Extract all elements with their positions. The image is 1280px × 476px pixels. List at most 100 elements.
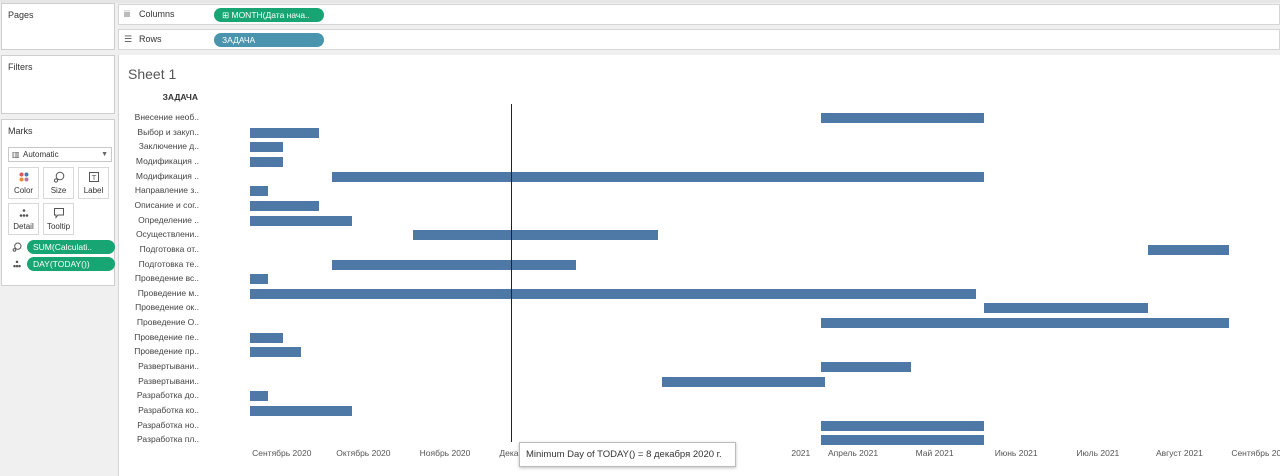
row-label: Проведение ок.. xyxy=(135,302,199,313)
row-label: Осуществлени.. xyxy=(135,229,199,240)
mark-type-icon: ▥ xyxy=(12,150,20,159)
sheet-title: Sheet 1 xyxy=(128,66,177,82)
gantt-bar[interactable] xyxy=(250,406,352,416)
columns-icon: iii xyxy=(124,9,130,19)
mark-type-dropdown[interactable]: ▥ Automatic ▼ xyxy=(8,147,112,162)
filters-title: Filters xyxy=(8,62,33,72)
row-label: Модификация .. xyxy=(135,170,199,181)
row-label: Проведение пр.. xyxy=(134,346,199,357)
x-tick-label: Сентябрь 2020 xyxy=(252,448,312,458)
x-tick-label: Июнь 2021 xyxy=(994,448,1038,458)
columns-label: Columns xyxy=(139,9,175,19)
x-tick-label: Август 2021 xyxy=(1155,448,1203,458)
row-label: Подготовка те.. xyxy=(138,258,199,269)
row-label: Модификация .. xyxy=(135,155,199,166)
gantt-bar[interactable] xyxy=(821,420,985,431)
gantt-bar[interactable] xyxy=(250,215,352,226)
marks-card: Marks ▥ Automatic ▼ Color Size T Label D… xyxy=(1,119,115,286)
pages-card[interactable]: Pages xyxy=(1,3,115,50)
gantt-bar[interactable] xyxy=(984,303,1148,314)
filters-card[interactable]: Filters xyxy=(1,55,115,114)
detail-icon xyxy=(12,259,22,271)
row-label: Внесение необ.. xyxy=(134,112,199,122)
tooltip-label: Tooltip xyxy=(46,222,71,231)
gantt-bar[interactable] xyxy=(250,347,301,358)
size-pill[interactable]: SUM(Calculati.. xyxy=(27,240,115,254)
top-strip xyxy=(0,0,1280,3)
row-label: Направление з.. xyxy=(134,185,199,196)
row-label: Определение .. xyxy=(138,214,199,225)
detail-pill[interactable]: DAY(TODAY()) xyxy=(27,257,115,271)
rows-label: Rows xyxy=(139,34,162,44)
row-header-title: ЗАДАЧА xyxy=(162,92,198,102)
row-label: Выбор и закуп.. xyxy=(137,126,199,137)
reference-line-tooltip: Minimum Day of TODAY() = 8 декабря 2020 … xyxy=(519,442,736,467)
gantt-bar[interactable] xyxy=(821,435,985,446)
label-button[interactable]: T Label xyxy=(78,167,109,199)
gantt-bar[interactable] xyxy=(821,362,911,373)
gantt-bar[interactable] xyxy=(250,274,268,285)
svg-text:T: T xyxy=(90,174,96,182)
x-tick-label: Май 2021 xyxy=(915,448,954,458)
left-panels: Pages Filters Marks ▥ Automatic ▼ Color … xyxy=(0,3,116,476)
gantt-bar[interactable] xyxy=(331,171,985,182)
detail-button[interactable]: Detail xyxy=(8,203,39,235)
x-tick-label: 2021 xyxy=(791,448,811,458)
row-label: Развертывани.. xyxy=(138,375,199,386)
tooltip-button[interactable]: Tooltip xyxy=(43,203,74,235)
row-label: Заключение д.. xyxy=(138,141,199,152)
row-label: Разработка ко.. xyxy=(138,405,199,415)
row-label: Разработка пл.. xyxy=(137,434,199,445)
rows-pill[interactable]: ЗАДАЧА xyxy=(214,33,324,47)
x-tick-label: Июль 2021 xyxy=(1076,448,1120,458)
gantt-bar[interactable] xyxy=(662,376,826,387)
row-label: Развертывани.. xyxy=(138,361,199,372)
x-tick-label: Ноябрь 2020 xyxy=(419,448,471,458)
rows-shelf[interactable]: ☰ Rows ЗАДАЧА xyxy=(118,29,1280,50)
gantt-bar[interactable] xyxy=(250,142,283,153)
gantt-bar[interactable] xyxy=(250,186,268,197)
gantt-bar[interactable] xyxy=(413,230,658,241)
x-tick-label: Октябрь 2020 xyxy=(336,448,391,458)
gantt-bar[interactable] xyxy=(250,127,320,138)
color-icon xyxy=(9,171,38,185)
label-label: Label xyxy=(83,186,104,195)
detail-label: Detail xyxy=(13,222,34,231)
x-tick-label: Апрель 2021 xyxy=(827,448,879,458)
columns-shelf[interactable]: iii Columns ⊞ MONTH(Дата нача.. xyxy=(118,4,1280,25)
detail-icon xyxy=(9,207,38,221)
chevron-down-icon: ▼ xyxy=(101,151,108,158)
row-label: Разработка до.. xyxy=(136,390,199,401)
row-label: Разработка но.. xyxy=(137,419,199,430)
row-label: Проведение О.. xyxy=(136,317,199,328)
row-label: Подготовка от.. xyxy=(139,243,199,254)
tooltip-icon xyxy=(44,207,73,221)
gantt-bar[interactable] xyxy=(821,318,1230,329)
rows-icon: ☰ xyxy=(124,34,133,44)
gantt-bar[interactable] xyxy=(250,156,283,167)
size-label: Size xyxy=(50,186,67,195)
row-label: Проведение пе.. xyxy=(134,331,199,342)
row-label: Проведение м.. xyxy=(137,287,199,298)
marks-title: Marks xyxy=(8,126,33,136)
label-icon: T xyxy=(79,171,108,185)
sheet-view: Sheet 1 ЗАДАЧА Внесение необ.. Выбор и за… xyxy=(118,55,1280,476)
gantt-bar[interactable] xyxy=(250,391,268,402)
gantt-bar[interactable] xyxy=(250,200,320,211)
gantt-bar[interactable] xyxy=(250,288,977,299)
color-label: Color xyxy=(13,186,34,195)
columns-pill[interactable]: ⊞ MONTH(Дата нача.. xyxy=(214,8,324,22)
x-tick-label: Сентябрь 2021 xyxy=(1231,448,1280,458)
gantt-bar[interactable] xyxy=(250,332,283,343)
mark-type-value: Automatic xyxy=(23,150,59,159)
row-label: Проведение вс.. xyxy=(134,273,199,284)
gantt-bar[interactable] xyxy=(331,259,577,270)
pages-title: Pages xyxy=(8,10,34,20)
today-reference-line[interactable] xyxy=(511,104,512,442)
color-button[interactable]: Color xyxy=(8,167,39,199)
gantt-bar[interactable] xyxy=(1147,244,1230,255)
gantt-bar[interactable] xyxy=(821,113,985,123)
size-icon xyxy=(12,242,22,254)
size-icon xyxy=(44,171,73,185)
size-button[interactable]: Size xyxy=(43,167,74,199)
